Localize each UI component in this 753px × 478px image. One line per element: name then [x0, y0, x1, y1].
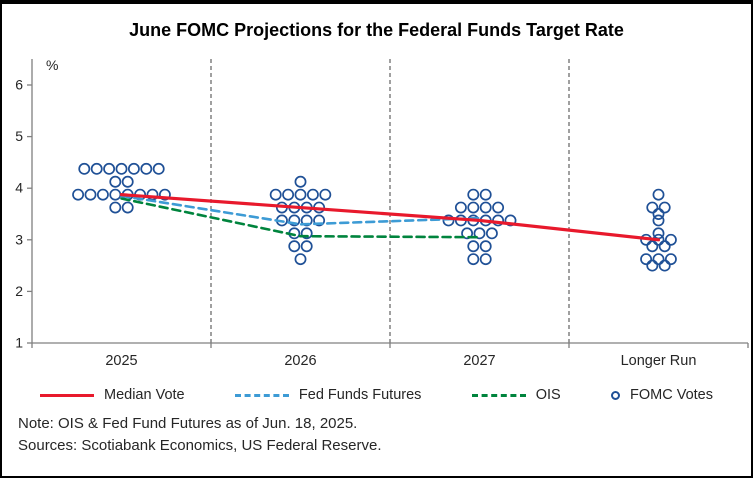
legend-item-fed-funds-futures: Fed Funds Futures — [234, 387, 422, 403]
chart-title: June FOMC Projections for the Federal Fu… — [129, 20, 624, 40]
legend-label-fomc-votes: FOMC Votes — [630, 387, 713, 403]
chart-notes: Note: OIS & Fed Fund Futures as of Jun. … — [2, 403, 751, 457]
svg-text:Longer Run: Longer Run — [621, 353, 697, 369]
note-text: Note: OIS & Fed Fund Futures as of Jun. … — [18, 415, 358, 432]
legend-label-fed-funds-futures: Fed Funds Futures — [298, 387, 422, 403]
fed-funds-futures-line-swatch — [234, 393, 289, 397]
ois-line-swatch — [471, 393, 526, 397]
legend-item-fomc-votes: FOMC Votes — [611, 387, 713, 403]
median-vote-line-swatch — [40, 393, 94, 397]
sources-text: Sources: Scotiabank Economics, US Federa… — [18, 437, 382, 454]
svg-text:2026: 2026 — [284, 353, 316, 369]
svg-text:2027: 2027 — [463, 353, 495, 369]
fomc-votes-marker-swatch — [611, 390, 620, 400]
svg-text:3: 3 — [15, 231, 23, 247]
svg-text:2: 2 — [15, 283, 23, 299]
chart-legend: Median Vote Fed Funds Futures OIS FOMC V… — [2, 383, 751, 403]
legend-label-ois: OIS — [535, 387, 561, 403]
svg-text:2025: 2025 — [105, 353, 137, 369]
legend-item-median-vote: Median Vote — [40, 387, 185, 403]
legend-label-median-vote: Median Vote — [104, 387, 185, 403]
svg-text:5: 5 — [15, 128, 23, 144]
svg-text:1: 1 — [15, 335, 23, 351]
svg-text:4: 4 — [15, 180, 23, 196]
fomc-dot-plot-chart: 1 2 3 4 5 6% 2025 2026 2027 Longer Run — [15, 57, 749, 369]
svg-text:6: 6 — [15, 77, 23, 93]
legend-item-ois: OIS — [471, 387, 561, 403]
svg-text:%: % — [46, 57, 58, 73]
